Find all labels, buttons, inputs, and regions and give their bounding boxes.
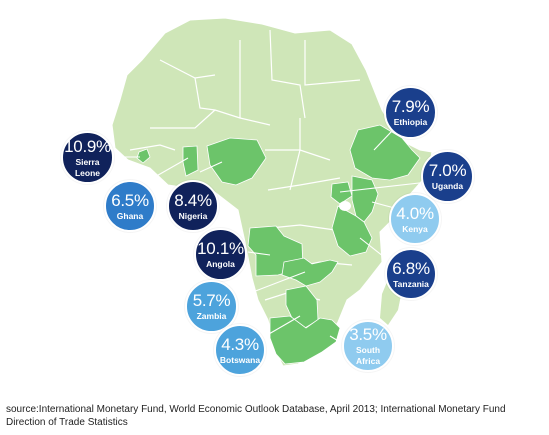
callout-value: 8.4% — [174, 190, 212, 210]
callout-value: 6.5% — [111, 190, 149, 210]
callout-value: 7.0% — [428, 161, 467, 180]
callout-name: Ethiopia — [393, 117, 428, 127]
africa-continent — [111, 17, 433, 367]
callout-value: 3.5% — [349, 325, 387, 344]
callout-ethiopia: 7.9% Ethiopia — [384, 86, 437, 139]
callout-zambia: 5.7% Zambia — [185, 280, 238, 333]
callout-value: 6.8% — [392, 258, 430, 278]
country-south-africa — [269, 315, 341, 365]
country-nigeria — [206, 137, 267, 186]
callout-value: 10.9% — [64, 136, 111, 156]
callout-angola: 10.1% Angola — [194, 228, 247, 281]
lake-victoria — [339, 201, 351, 211]
country-kenya — [351, 175, 379, 223]
callout-tanzania: 6.8% Tanzania — [385, 248, 437, 300]
callout-name: Ghana — [116, 210, 144, 221]
callout-value: 5.7% — [192, 291, 231, 310]
country-zambia — [281, 257, 339, 287]
country-tanzania — [331, 205, 373, 257]
country-uganda — [330, 181, 353, 205]
callout-name-line-1: Sierra — [75, 156, 100, 167]
callout-name: Angola — [206, 259, 235, 269]
callout-value: 10.1% — [197, 239, 244, 258]
callout-name: Kenya — [402, 223, 428, 234]
callout-name: Nigeria — [178, 210, 208, 221]
callout-value: 7.9% — [391, 97, 430, 116]
callout-botswana: 4.3% Botswana — [214, 324, 266, 376]
callout-nigeria: 8.4% Nigeria — [167, 180, 219, 232]
callout-ghana: 6.5% Ghana — [104, 180, 156, 232]
callout-name-line-2: Leone — [74, 167, 101, 178]
callout-name-line-1: South — [355, 345, 381, 355]
callout-value: 4.0% — [396, 203, 434, 223]
callout-sierra-leone: 10.9% Sierra Leone — [61, 131, 114, 184]
callout-south-africa: 3.5% South Africa — [342, 320, 394, 372]
source-note: source:International Monetary Fund, Worl… — [6, 404, 506, 428]
callout-value: 4.3% — [221, 334, 259, 354]
africa-map — [111, 17, 433, 367]
callout-name: Tanzania — [393, 278, 429, 289]
callout-uganda: 7.0% Uganda — [421, 150, 474, 203]
callout-name: Botswana — [219, 354, 261, 365]
country-ghana — [182, 145, 199, 177]
callout-name: Zambia — [196, 311, 227, 321]
callout-name: Uganda — [431, 181, 464, 191]
callout-kenya: 4.0% Kenya — [389, 193, 441, 245]
callout-name-line-2: Africa — [355, 356, 381, 366]
